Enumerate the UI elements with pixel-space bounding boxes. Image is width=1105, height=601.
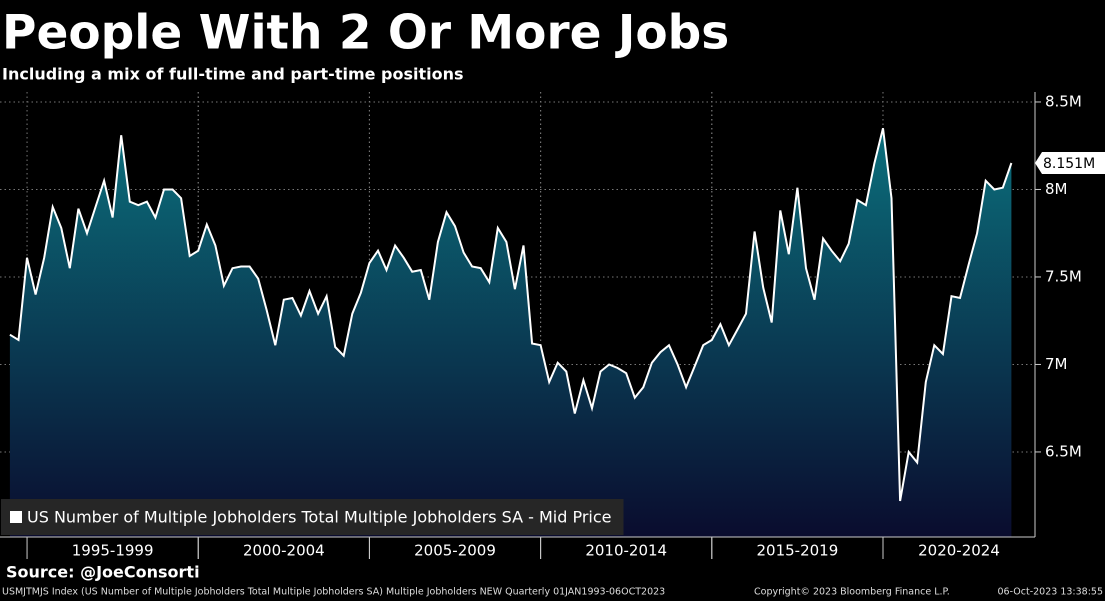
x-tick-label: 2005-2009 — [414, 542, 496, 560]
chart-title: People With 2 Or More Jobs — [2, 6, 729, 61]
x-tick-label: 2020-2024 — [918, 542, 1000, 560]
footer-index: USMJTMJS Index (US Number of Multiple Jo… — [2, 587, 665, 598]
legend: US Number of Multiple Jobholders Total M… — [1, 499, 624, 535]
last-value-label: 8.151M — [1043, 156, 1095, 172]
footer-date: 06-Oct-2023 13:38:55 — [998, 587, 1104, 598]
y-tick-label: 6.5M — [1045, 442, 1082, 460]
y-tick-label: 7M — [1045, 355, 1068, 373]
x-tick-label: 2000-2004 — [243, 542, 325, 560]
legend-label: US Number of Multiple Jobholders Total M… — [27, 508, 612, 527]
footer-copyright: Copyright© 2023 Bloomberg Finance L.P. — [754, 587, 950, 598]
area — [9, 128, 1012, 537]
chart-subtitle: Including a mix of full-time and part-ti… — [2, 65, 464, 84]
x-tick-label: 2010-2014 — [585, 542, 667, 560]
source: Source: @JoeConsorti — [6, 563, 200, 582]
legend-swatch — [10, 511, 22, 523]
x-tick-label: 1995-1999 — [72, 542, 154, 560]
y-tick-label: 8.5M — [1045, 92, 1082, 110]
x-tick-label: 2015-2019 — [757, 542, 839, 560]
y-tick-label: 7.5M — [1045, 267, 1082, 285]
legend-box — [1, 499, 624, 535]
y-tick-label: 8M — [1045, 180, 1068, 198]
line — [9, 127, 1013, 502]
last-value-box — [1035, 152, 1105, 175]
